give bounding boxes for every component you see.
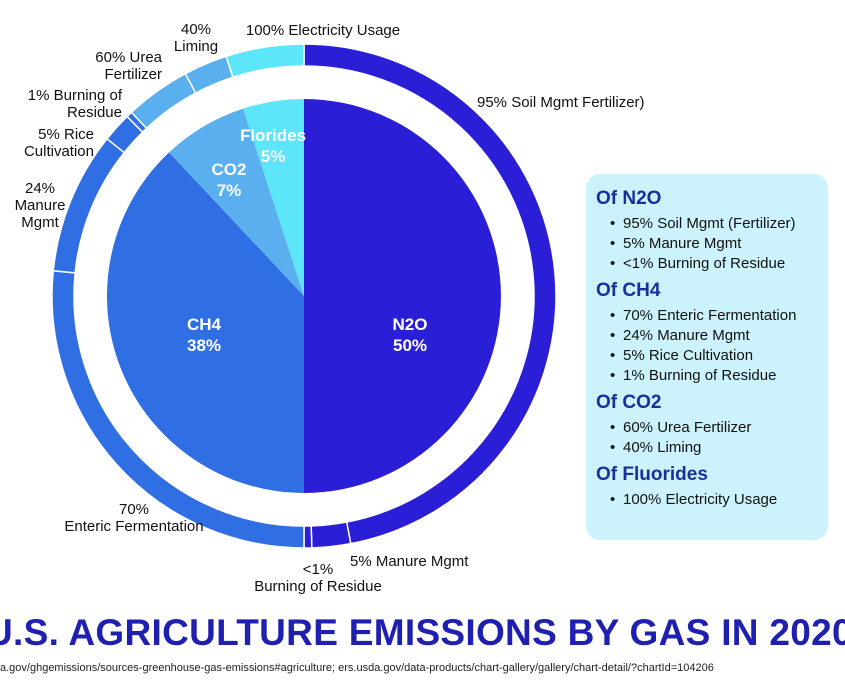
slice-name-label: CO2: [212, 160, 247, 179]
legend-item: 95% Soil Mgmt (Fertilizer): [610, 214, 818, 234]
ring-segment-label: 95% Soil Mgmt Fertilizer): [477, 94, 645, 111]
legend-item: 5% Manure Mgmt: [610, 234, 818, 254]
slice-name-label: CH4: [187, 315, 222, 334]
legend-title: Of CO2: [596, 392, 662, 413]
legend-group-co2: Of CO2 60% Urea Fertilizer 40% Liming: [596, 392, 818, 458]
ring-segment-label: 5% Manure Mgmt: [350, 553, 469, 570]
ring-segment-florides-100-electricity-usage: [225, 43, 305, 79]
legend-item: 24% Manure Mgmt: [610, 326, 818, 346]
legend-group-ch4: Of CH4 70% Enteric Fermentation 24% Manu…: [596, 280, 818, 386]
ring-segment-n2o-1-burning-of-residue: [303, 525, 313, 549]
legend-list: 70% Enteric Fermentation 24% Manure Mgmt…: [596, 306, 818, 386]
legend-title: Of N2O: [596, 188, 662, 209]
legend-item: 60% Urea Fertilizer: [610, 418, 818, 438]
legend-group-n2o: Of N2O 95% Soil Mgmt (Fertilizer) 5% Man…: [596, 188, 818, 274]
ring-segment-label: Residue: [67, 104, 122, 121]
pie-slice-n2o: [304, 99, 501, 493]
legend-title: Of CH4: [596, 280, 661, 301]
source-citation: a.gov/ghgemissions/sources-greenhouse-ga…: [0, 662, 714, 674]
ring-segment-label: 5% Rice: [38, 126, 94, 143]
legend-item: 70% Enteric Fermentation: [610, 306, 818, 326]
legend-item: <1% Burning of Residue: [610, 254, 818, 274]
slice-value-label: 7%: [217, 181, 242, 200]
legend-list: 60% Urea Fertilizer 40% Liming: [596, 418, 818, 458]
legend-box: Of N2O 95% Soil Mgmt (Fertilizer) 5% Man…: [586, 174, 828, 540]
slice-name-label: Florides: [240, 126, 306, 145]
ring-segment-co2-40-liming: [184, 55, 234, 95]
legend-title: Of Fluorides: [596, 464, 708, 485]
ring-segment-n2o-5-manure-mgmt: [310, 521, 352, 549]
legend-list: 95% Soil Mgmt (Fertilizer) 5% Manure Mgm…: [596, 214, 818, 274]
inner-labels: N2O 50% CH4 38% CO2 7% Florides 5%: [187, 126, 428, 355]
ring-segment-label: Burning of Residue: [254, 578, 382, 595]
ring-segment-label: Cultivation: [24, 143, 94, 160]
ring-segment-label: 100% Electricity Usage: [246, 22, 400, 39]
ring-segment-label: Manure: [15, 197, 66, 214]
legend-list: 100% Electricity Usage: [596, 490, 818, 510]
legend-group-fluorides: Of Fluorides 100% Electricity Usage: [596, 464, 818, 510]
outer-labels: 95% Soil Mgmt Fertilizer) 5% Manure Mgmt <…: [15, 21, 645, 595]
ring-segment-label: Mgmt: [21, 214, 59, 231]
slice-name-label: N2O: [393, 315, 428, 334]
ring-segment-label: 24%: [25, 180, 55, 197]
ring-segment-label: 70%: [119, 501, 149, 518]
slice-value-label: 5%: [261, 147, 286, 166]
slice-value-label: 50%: [393, 336, 427, 355]
legend-item: 1% Burning of Residue: [610, 366, 818, 386]
ring-segment-label: 40%: [181, 21, 211, 38]
ring-segment-label: Fertilizer: [104, 66, 162, 83]
chart-title: U.S. AGRICULTURE EMISSIONS BY GAS IN 202…: [0, 612, 845, 653]
slice-value-label: 38%: [187, 336, 221, 355]
ring-segment-label: Liming: [174, 38, 218, 55]
pie-slice-ch4: [107, 152, 305, 493]
legend-item: 5% Rice Cultivation: [610, 346, 818, 366]
inner-pie: [107, 99, 501, 493]
outer-ring: [51, 43, 557, 549]
ring-segment-label: 1% Burning of: [28, 87, 123, 104]
ring-segment-label: <1%: [303, 561, 333, 578]
ring-segment-label: 60% Urea: [95, 49, 162, 66]
legend-item: 40% Liming: [610, 438, 818, 458]
legend-item: 100% Electricity Usage: [610, 490, 818, 510]
pie-slice-co2: [169, 108, 304, 296]
pie-slice-florides: [243, 99, 304, 296]
ring-segment-label: Enteric Fermentation: [64, 518, 203, 535]
